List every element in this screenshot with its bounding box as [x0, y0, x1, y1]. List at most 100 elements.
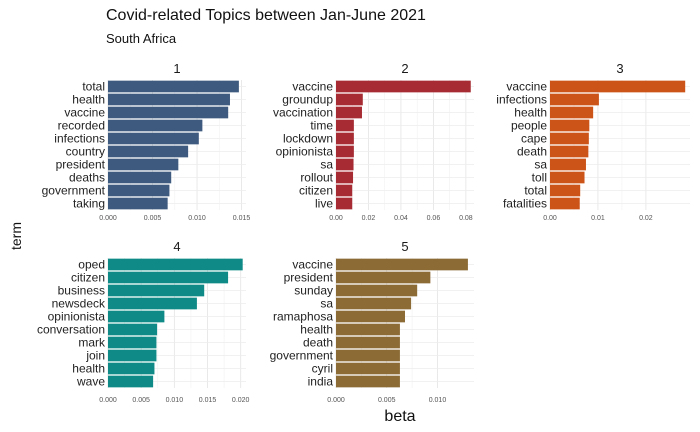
x-tick-label: 0.02 — [639, 215, 653, 222]
term-label: health — [72, 362, 105, 376]
bar-infections — [550, 93, 599, 106]
bar-conversation — [108, 323, 158, 336]
bar-join — [108, 349, 157, 362]
bar-health — [336, 323, 400, 336]
x-tick-label: 0.010 — [188, 215, 206, 222]
term-label: newsdeck — [52, 297, 106, 311]
term-label: deaths — [69, 171, 105, 185]
facet-label: 4 — [173, 239, 180, 254]
term-label: vaccine — [292, 80, 333, 94]
term-label: infections — [496, 93, 547, 107]
facet-panel-5: 5 0.000 0.005 0.010 vaccinepresidentsundaysa… — [270, 239, 474, 404]
term-label: lockdown — [283, 132, 333, 146]
term-label: rollout — [300, 171, 333, 185]
bar-cape — [550, 132, 589, 145]
bar-opinionista — [108, 310, 165, 323]
term-label: ramaphosa — [273, 310, 333, 324]
bar-president — [108, 158, 179, 171]
bar-rollout — [336, 171, 354, 184]
x-tick-label: 0.005 — [144, 215, 162, 222]
bar-total — [108, 80, 239, 93]
x-axis-label: beta — [384, 408, 416, 425]
bar-vaccine — [336, 80, 471, 93]
term-label: total — [82, 80, 105, 94]
bar-infections — [108, 132, 199, 145]
term-label: citizen — [299, 184, 333, 198]
term-label: sa — [534, 158, 547, 172]
term-label: death — [517, 145, 547, 159]
bar-citizen — [336, 184, 353, 197]
facet-panel-4: 4 0.000 0.005 0.010 0.015 0.020 opedcitizenbus… — [37, 239, 250, 404]
x-tick-label: 0.005 — [378, 397, 396, 404]
term-label: live — [315, 197, 333, 211]
bar-citizen — [108, 271, 229, 284]
bar-vaccination — [336, 106, 362, 119]
term-label: citizen — [71, 271, 105, 285]
x-tick-label: 0.06 — [427, 215, 441, 222]
x-tick-label: 0.005 — [132, 397, 150, 404]
term-label: join — [85, 349, 105, 363]
term-label: country — [66, 145, 105, 159]
term-label: cape — [521, 132, 547, 146]
bar-people — [550, 119, 590, 132]
term-label: opinionista — [276, 145, 334, 159]
term-label: total — [524, 184, 547, 198]
bar-toll — [550, 171, 585, 184]
bar-health — [108, 362, 155, 375]
x-tick-label: 0.08 — [459, 215, 473, 222]
term-label: opinionista — [48, 310, 106, 324]
facet-panel-3: 3 0.00 0.01 0.02 vaccineinfectionshealthpeop… — [496, 61, 690, 222]
x-tick-label: 0.000 — [99, 397, 117, 404]
bar-recorded — [108, 119, 203, 132]
term-label: fatalities — [503, 197, 547, 211]
x-tick-label: 0.015 — [199, 397, 217, 404]
bar-india — [336, 375, 400, 388]
x-tick-label: 0.000 — [327, 397, 345, 404]
bar-sa — [336, 158, 354, 171]
term-label: president — [284, 271, 334, 285]
term-label: india — [308, 375, 334, 389]
bar-sunday — [336, 284, 418, 297]
x-tick-label: 0.015 — [233, 215, 251, 222]
facet-panel-1: 1 0.000 0.005 0.010 0.015 totalhealthvacciner… — [42, 61, 251, 222]
bar-death — [550, 145, 589, 158]
term-label: president — [56, 158, 106, 172]
term-label: infections — [54, 132, 105, 146]
bar-taking — [108, 197, 168, 210]
term-label: recorded — [58, 119, 105, 133]
term-label: government — [270, 349, 334, 363]
bar-president — [336, 271, 431, 284]
term-label: oped — [78, 258, 105, 272]
bar-health — [550, 106, 594, 119]
term-label: people — [511, 119, 547, 133]
term-label: government — [42, 184, 106, 198]
facet-panel-2: 2 0.00 0.02 0.04 0.06 0.08 vaccinegroundupvacc… — [273, 61, 474, 222]
bar-government — [108, 184, 170, 197]
term-label: vaccination — [273, 106, 333, 120]
bar-newsdeck — [108, 297, 197, 310]
term-label: business — [58, 284, 105, 298]
x-tick-label: 0.020 — [232, 397, 250, 404]
term-label: conversation — [37, 323, 105, 337]
term-label: taking — [73, 197, 105, 211]
bar-vaccine — [108, 106, 229, 119]
bar-mark — [108, 336, 157, 349]
x-tick-label: 0.00 — [329, 215, 343, 222]
bar-groundup — [336, 93, 363, 106]
bar-ramaphosa — [336, 310, 405, 323]
term-label: time — [310, 119, 333, 133]
term-label: death — [303, 336, 333, 350]
term-label: mark — [78, 336, 106, 350]
term-label: sa — [320, 158, 333, 172]
term-label: vaccine — [292, 258, 333, 272]
bar-oped — [108, 258, 243, 271]
term-label: vaccine — [506, 80, 547, 94]
term-label: groundup — [282, 93, 333, 107]
bar-total — [550, 184, 581, 197]
bar-cyril — [336, 362, 400, 375]
term-label: cyril — [312, 362, 333, 376]
bar-vaccine — [336, 258, 468, 271]
term-label: health — [514, 106, 547, 120]
x-tick-label: 0.04 — [394, 215, 408, 222]
